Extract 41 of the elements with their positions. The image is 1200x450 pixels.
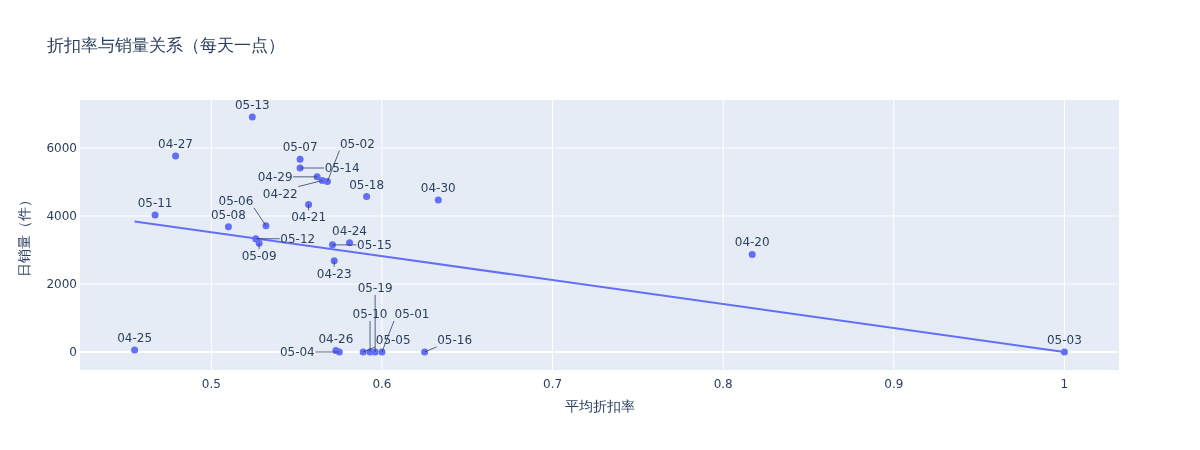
annotation: 05-05 [375, 332, 411, 347]
y-tick-label: 0 [69, 344, 77, 359]
annotation: 04-29 [257, 169, 293, 184]
x-tick-label: 0.9 [884, 377, 904, 391]
annotation: 04-26 [318, 331, 354, 346]
annotation: 05-12 [280, 231, 316, 246]
y-tick-label: 2000 [46, 276, 77, 291]
annotation: 05-06 [218, 193, 254, 208]
annotation: 04-22 [262, 186, 298, 201]
y-axis-title: 日销量（件） [16, 193, 32, 277]
y-tick-label: 6000 [46, 140, 77, 155]
x-tick-label: 1 [1060, 377, 1069, 391]
annotation: 04-20 [734, 235, 770, 250]
annotation: 05-08 [210, 207, 246, 222]
annotation: 05-03 [1046, 332, 1082, 347]
annotation: 04-24 [332, 223, 367, 238]
x-tick-label: 0.6 [372, 377, 392, 391]
annotation: 05-02 [339, 136, 375, 151]
x-axis-title: 平均折扣率 [564, 398, 635, 414]
annotation: 05-11 [137, 195, 173, 210]
annotation: 05-01 [394, 306, 430, 321]
annotation: 05-14 [324, 161, 360, 176]
annotation: 04-27 [158, 137, 193, 152]
annotation: 05-18 [349, 177, 385, 192]
x-tick-label: 0.8 [713, 377, 733, 391]
annotation: 05-07 [282, 140, 318, 155]
x-tick-label: 0.5 [201, 377, 221, 391]
annotation: 04-21 [291, 210, 327, 225]
annotation: 05-04 [279, 344, 315, 359]
chart-title: 折扣率与销量关系（每天一点） [47, 35, 285, 55]
annotation: 04-23 [316, 266, 352, 281]
annotation: 05-09 [241, 249, 277, 264]
x-tick-label: 0.7 [543, 377, 563, 391]
annotation: 05-10 [352, 306, 388, 321]
y-tick-label: 4000 [46, 208, 77, 223]
annotation: 05-16 [437, 332, 473, 347]
annotation: 05-13 [234, 98, 270, 112]
annotation: 05-19 [357, 280, 393, 295]
annotation: 04-25 [117, 330, 153, 345]
annotation: 05-15 [357, 237, 392, 252]
annotation: 04-30 [420, 180, 456, 195]
